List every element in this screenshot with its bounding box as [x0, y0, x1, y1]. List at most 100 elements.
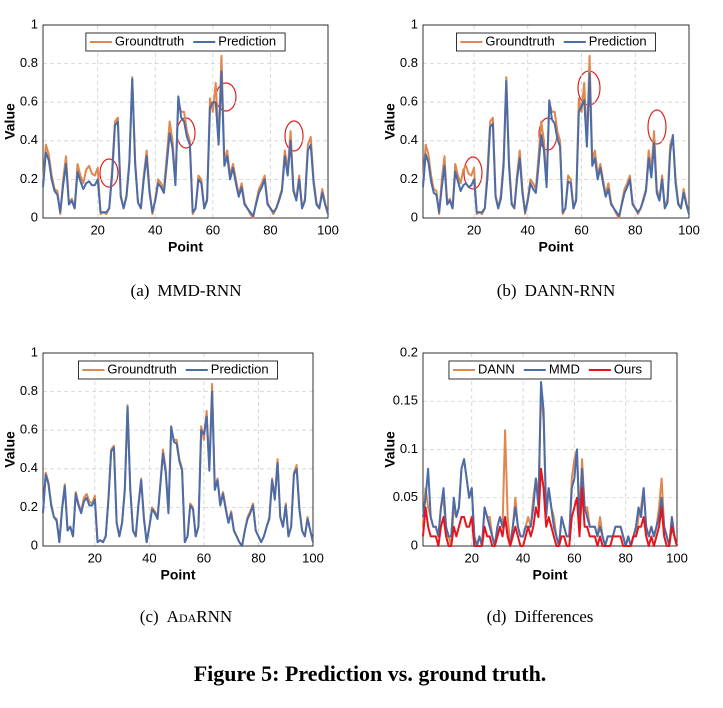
y-tick-label: 1 — [31, 344, 38, 359]
legend-label: Prediction — [211, 361, 269, 376]
data-line — [422, 467, 678, 547]
plot-frame — [42, 24, 329, 219]
data-line — [42, 382, 314, 547]
caption-label: (d) — [487, 607, 507, 626]
chart-panel: 0 0.2 0.4 0.6 0.8 1 20 40 60 80 100 Point Value Groun… — [2, 16, 339, 299]
y-axis-label: Value — [382, 431, 398, 468]
legend-label: Prediction — [589, 33, 647, 48]
x-axis-label: Point — [533, 567, 568, 583]
y-tick-label: 0 — [31, 209, 38, 224]
legend-box — [448, 360, 652, 380]
y-tick-label: 0.4 — [20, 132, 38, 147]
caption-text: MMD-RNN — [157, 281, 241, 300]
x-tick-label: 100 — [666, 550, 688, 565]
caption-text: DANN-RNN — [525, 281, 616, 300]
x-tick-label: 60 — [574, 222, 588, 237]
y-tick-label: 0.1 — [400, 441, 418, 456]
y-tick-label: 1 — [411, 16, 418, 31]
x-tick-label: 60 — [206, 222, 220, 237]
y-tick-label: 0.8 — [400, 55, 418, 70]
legend-label: Ours — [614, 361, 643, 376]
x-tick-label: 40 — [148, 222, 162, 237]
x-tick-label: 20 — [465, 550, 479, 565]
legend-label: Groundtruth — [485, 33, 554, 48]
y-tick-label: 0.2 — [20, 171, 38, 186]
y-axis-label: Value — [382, 103, 398, 140]
subfigure-caption: (a) MMD-RNN — [131, 281, 242, 300]
annotations — [99, 70, 667, 190]
x-tick-label: 100 — [678, 222, 700, 237]
caption-text: AdaRNN — [167, 607, 233, 626]
legend-box — [78, 360, 278, 380]
legend-box — [85, 32, 286, 52]
subfigure-caption: (b) DANN-RNN — [497, 281, 616, 300]
y-tick-label: 0.2 — [400, 171, 418, 186]
plot-frame — [422, 352, 678, 547]
chart-panel: 0 0.2 0.4 0.6 0.8 1 20 40 60 80 100 Point Value Groun… — [2, 344, 324, 625]
annotation-circle — [647, 109, 667, 145]
x-tick-label: 80 — [251, 550, 265, 565]
x-tick-label: 100 — [302, 550, 324, 565]
legend: Groundtruth Prediction — [78, 360, 278, 380]
x-axis-label: Point — [539, 239, 574, 255]
plot-frame — [422, 24, 690, 219]
x-tick-label: 20 — [88, 550, 102, 565]
legend-label: MMD — [549, 361, 580, 376]
y-tick-label: 0.05 — [393, 489, 418, 504]
y-tick-label: 0.8 — [20, 383, 38, 398]
subfigure-caption: (d) Differences — [487, 607, 594, 626]
legend-box — [456, 32, 656, 52]
x-axis-label: Point — [168, 239, 203, 255]
x-tick-label: 80 — [618, 550, 632, 565]
y-tick-label: 0.2 — [400, 344, 418, 359]
x-tick-label: 60 — [197, 550, 211, 565]
chart-panel: 0 0.05 0.1 0.15 0.2 20 40 60 80 100 Point Value DANN… — [382, 344, 688, 625]
y-tick-label: 0.6 — [400, 94, 418, 109]
y-tick-label: 0 — [411, 537, 418, 552]
y-tick-label: 0.6 — [20, 422, 38, 437]
legend-label: DANN — [478, 361, 515, 376]
caption-label: (b) — [497, 281, 517, 300]
y-tick-label: 0.4 — [20, 460, 38, 475]
x-tick-label: 80 — [263, 222, 277, 237]
x-tick-label: 20 — [90, 222, 104, 237]
legend-label: Groundtruth — [107, 361, 176, 376]
annotation-circle — [99, 158, 119, 188]
plot-frame — [42, 352, 314, 547]
caption-label: (c) — [140, 607, 159, 626]
legend: DANN MMD Ours — [448, 360, 652, 380]
y-axis-label: Value — [2, 103, 18, 140]
caption-text: Differences — [514, 607, 593, 626]
y-tick-label: 0.2 — [20, 499, 38, 514]
legend-label: Groundtruth — [115, 33, 184, 48]
legend-label: Prediction — [218, 33, 276, 48]
x-axis-label: Point — [161, 567, 196, 583]
y-tick-label: 0.8 — [20, 55, 38, 70]
caption-label: (a) — [131, 281, 150, 300]
y-tick-label: 0.6 — [20, 94, 38, 109]
x-tick-label: 60 — [567, 550, 581, 565]
x-tick-label: 100 — [317, 222, 339, 237]
y-tick-label: 0.4 — [400, 132, 418, 147]
y-tick-label: 0 — [31, 537, 38, 552]
legend: Groundtruth Prediction — [85, 32, 286, 52]
data-line — [422, 380, 678, 547]
subfigure-caption: (c) AdaRNN — [140, 607, 232, 626]
data-line — [42, 390, 314, 547]
chart-panel: 0 0.2 0.4 0.6 0.8 1 20 40 60 80 100 Point Value Groun… — [382, 16, 700, 299]
data-line — [42, 70, 329, 218]
y-axis-label: Value — [2, 431, 18, 468]
y-tick-label: 1 — [31, 16, 38, 31]
annotation-circle — [284, 120, 304, 152]
x-tick-label: 40 — [521, 222, 535, 237]
annotation-circle — [463, 156, 483, 190]
x-tick-label: 80 — [628, 222, 642, 237]
x-tick-label: 40 — [142, 550, 156, 565]
y-tick-label: 0.15 — [393, 393, 418, 408]
y-tick-label: 0 — [411, 209, 418, 224]
data-line — [422, 72, 690, 218]
figure-caption: Figure 5: Prediction vs. ground truth. — [194, 661, 547, 686]
x-tick-label: 40 — [516, 550, 530, 565]
x-tick-label: 20 — [467, 222, 481, 237]
